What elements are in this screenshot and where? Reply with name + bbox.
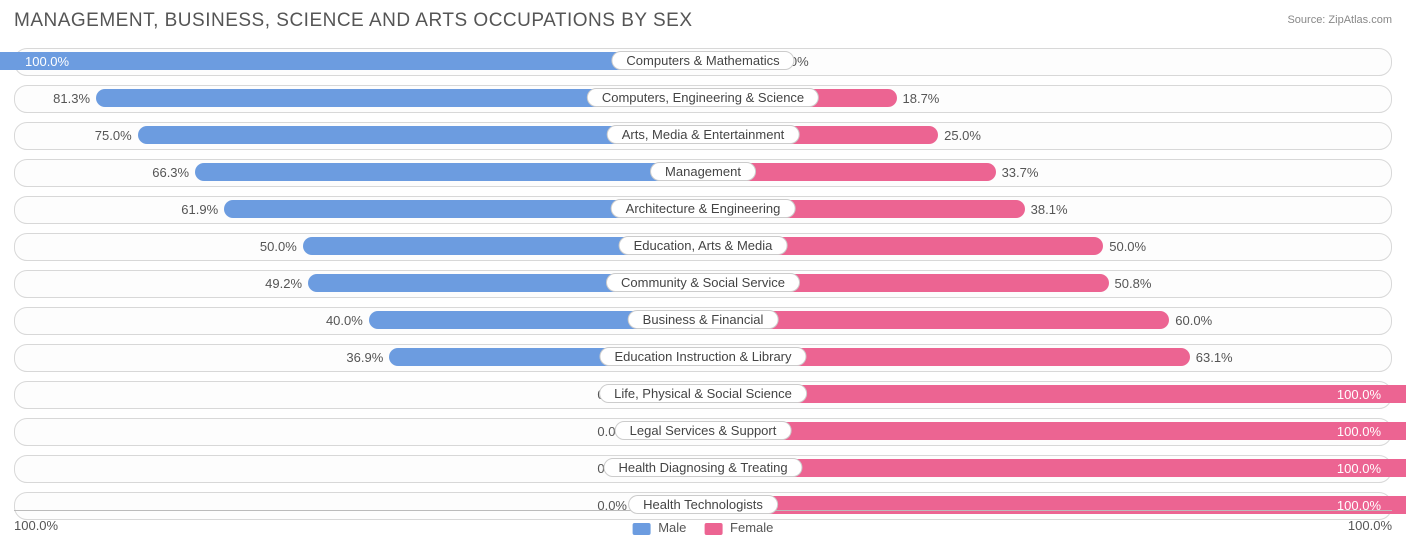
category-label: Business & Financial (628, 310, 779, 329)
female-value-label: 100.0% (1337, 461, 1381, 476)
female-bar (703, 422, 1406, 440)
chart-container: MANAGEMENT, BUSINESS, SCIENCE AND ARTS O… (0, 0, 1406, 559)
male-value-label: 75.0% (95, 128, 132, 143)
male-value-label: 49.2% (265, 276, 302, 291)
female-value-label: 50.0% (1109, 239, 1146, 254)
category-label: Architecture & Engineering (611, 199, 796, 218)
male-value-label: 81.3% (53, 91, 90, 106)
chart-row: 0.0%100.0%Health Technologists (14, 492, 1392, 520)
male-value-label: 66.3% (152, 165, 189, 180)
male-value-label: 50.0% (260, 239, 297, 254)
chart-row: 40.0% 60.0% Business & Financial (14, 307, 1392, 335)
chart-row: 36.9% 63.1% Education Instruction & Librar… (14, 344, 1392, 372)
chart-row: 49.2% 50.8% Community & Social Service (14, 270, 1392, 298)
category-label: Legal Services & Support (615, 421, 792, 440)
male-bar (195, 163, 703, 181)
category-label: Life, Physical & Social Science (599, 384, 807, 403)
chart-row: 66.3% 33.7% Management (14, 159, 1392, 187)
legend-swatch-female (704, 523, 722, 535)
chart-row: 100.0%0.0%Computers & Mathematics (14, 48, 1392, 76)
category-label: Education, Arts & Media (619, 236, 788, 255)
legend-female: Female (704, 520, 773, 535)
female-value-label: 100.0% (1337, 424, 1381, 439)
male-value-label: 100.0% (25, 54, 69, 69)
chart-row: 75.0% 25.0% Arts, Media & Entertainment (14, 122, 1392, 150)
female-value-label: 25.0% (944, 128, 981, 143)
category-label: Arts, Media & Entertainment (607, 125, 800, 144)
chart-rows: 100.0%0.0%Computers & Mathematics 81.3% 18… (14, 48, 1392, 529)
female-value-label: 63.1% (1196, 350, 1233, 365)
female-bar (703, 459, 1406, 477)
male-value-label: 36.9% (346, 350, 383, 365)
chart-title: MANAGEMENT, BUSINESS, SCIENCE AND ARTS O… (14, 10, 693, 32)
female-value-label: 18.7% (903, 91, 940, 106)
category-label: Computers & Mathematics (611, 51, 794, 70)
legend: Male Female (633, 520, 774, 535)
female-value-label: 100.0% (1337, 387, 1381, 402)
chart-row: 0.0%100.0%Life, Physical & Social Scienc… (14, 381, 1392, 409)
female-value-label: 33.7% (1002, 165, 1039, 180)
category-label: Management (650, 162, 756, 181)
male-bar (0, 52, 703, 70)
legend-female-label: Female (730, 520, 773, 535)
category-label: Computers, Engineering & Science (587, 88, 819, 107)
female-bar (703, 496, 1406, 514)
chart-row: 0.0%100.0%Legal Services & Support (14, 418, 1392, 446)
female-value-label: 38.1% (1031, 202, 1068, 217)
chart-row: 50.0% 50.0% Education, Arts & Media (14, 233, 1392, 261)
category-label: Community & Social Service (606, 273, 800, 292)
chart-row: 0.0%100.0%Health Diagnosing & Treating (14, 455, 1392, 483)
category-label: Health Diagnosing & Treating (603, 458, 802, 477)
male-value-label: 61.9% (181, 202, 218, 217)
axis-label-left: 100.0% (14, 518, 58, 533)
chart-source: Source: ZipAtlas.com (1287, 14, 1392, 26)
legend-male-label: Male (658, 520, 686, 535)
female-value-label: 60.0% (1175, 313, 1212, 328)
legend-swatch-male (633, 523, 651, 535)
female-bar (703, 385, 1406, 403)
chart-row: 61.9% 38.1% Architecture & Engineering (14, 196, 1392, 224)
category-label: Education Instruction & Library (599, 347, 806, 366)
axis-label-right: 100.0% (1348, 518, 1392, 533)
legend-male: Male (633, 520, 687, 535)
male-value-label: 40.0% (326, 313, 363, 328)
female-value-label: 50.8% (1115, 276, 1152, 291)
chart-row: 81.3% 18.7% Computers, Engineering & Scien… (14, 85, 1392, 113)
category-label: Health Technologists (628, 495, 778, 514)
